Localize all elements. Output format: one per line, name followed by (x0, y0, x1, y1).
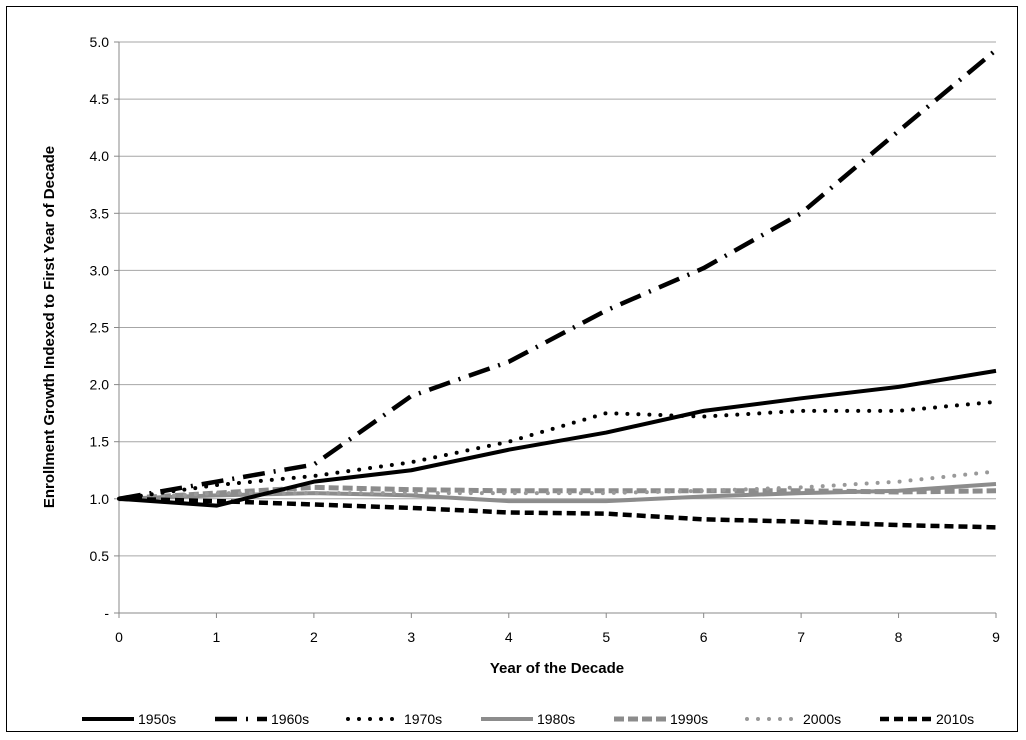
series-line-2000s (117, 469, 998, 501)
legend-label: 1950s (138, 711, 176, 727)
y-tick-label: 1.5 (90, 434, 110, 450)
y-tick-label: 1.0 (90, 491, 110, 507)
x-tick-label: 2 (310, 629, 318, 645)
y-tick-label: 3.0 (90, 262, 110, 278)
y-tick-label: 4.5 (90, 91, 110, 107)
legend-label: 1980s (537, 711, 575, 727)
x-tick-label: 7 (797, 629, 805, 645)
series-line-1960s (118, 48, 998, 502)
series-line-1950s (118, 368, 997, 508)
y-tick-label: 2.0 (90, 377, 110, 393)
x-tick-label: 4 (505, 629, 513, 645)
x-tick-label: 6 (700, 629, 708, 645)
y-tick-label: 4.0 (90, 148, 110, 164)
x-tick-label: 9 (992, 629, 1000, 645)
y-tick-label: 0.5 (90, 548, 110, 564)
chart-frame (6, 6, 1018, 732)
legend-label: 1970s (404, 711, 442, 727)
y-tick-label: - (104, 605, 109, 621)
series-line-1970s (117, 399, 998, 501)
x-tick-label: 3 (407, 629, 415, 645)
series-line-2010s (118, 496, 997, 530)
y-tick-label: 5.0 (90, 34, 110, 50)
legend-label: 2000s (803, 711, 841, 727)
x-tick-label: 0 (115, 629, 123, 645)
y-tick-label: 3.5 (90, 205, 110, 221)
legend-label: 1960s (271, 711, 309, 727)
x-tick-label: 5 (602, 629, 610, 645)
x-axis-label: Year of the Decade (490, 660, 624, 677)
legend-label: 2010s (936, 711, 974, 727)
series-line-1990s (118, 484, 997, 502)
y-axis-label: Enrollment Growth Indexed to First Year … (41, 146, 58, 508)
y-tick-label: 2.5 (90, 320, 110, 336)
x-tick-label: 8 (895, 629, 903, 645)
x-tick-label: 1 (213, 629, 221, 645)
legend-label: 1990s (670, 711, 708, 727)
